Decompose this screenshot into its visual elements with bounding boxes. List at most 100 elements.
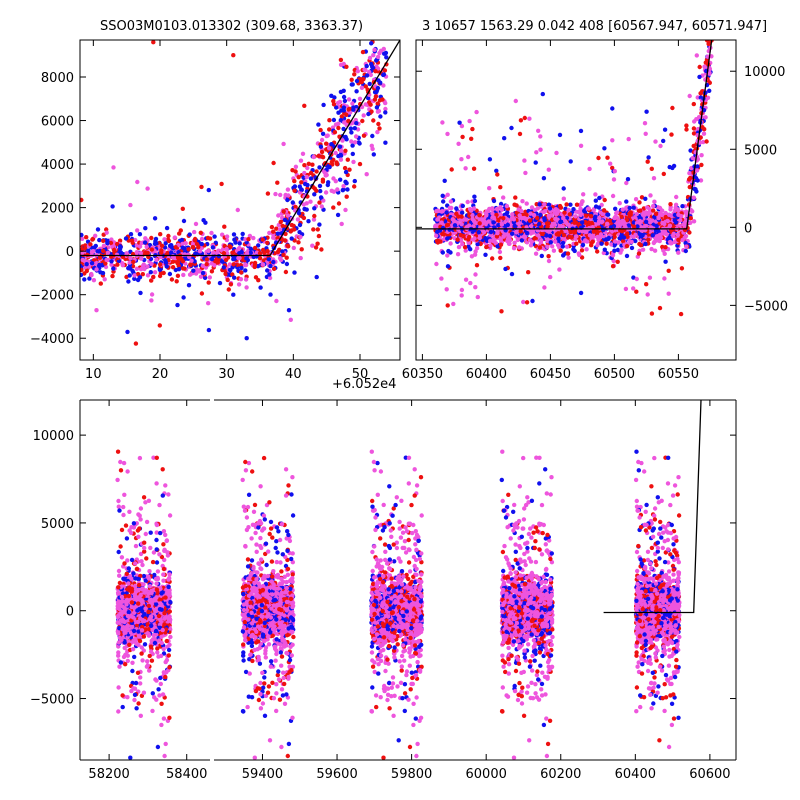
data-point bbox=[694, 53, 699, 58]
data-point bbox=[302, 103, 307, 109]
data-point bbox=[599, 241, 604, 246]
data-point bbox=[97, 255, 103, 260]
data-point bbox=[683, 240, 688, 246]
data-point bbox=[212, 263, 217, 268]
data-point bbox=[109, 262, 114, 267]
data-point bbox=[292, 178, 297, 184]
data-point bbox=[553, 207, 559, 212]
data-point bbox=[239, 270, 244, 275]
data-point bbox=[663, 259, 668, 264]
data-point bbox=[657, 232, 662, 238]
data-point bbox=[697, 64, 702, 70]
data-point bbox=[534, 150, 539, 155]
data-point bbox=[189, 258, 194, 263]
data-point bbox=[187, 272, 193, 277]
data-point bbox=[345, 187, 350, 192]
data-point bbox=[347, 167, 352, 172]
data-point bbox=[283, 269, 289, 275]
data-point bbox=[80, 267, 84, 273]
data-point bbox=[266, 257, 272, 262]
data-point bbox=[653, 139, 658, 144]
y-tick-label: −2000 bbox=[30, 289, 74, 304]
data-point bbox=[598, 232, 604, 237]
data-point bbox=[678, 311, 684, 317]
data-point bbox=[142, 642, 148, 647]
data-point bbox=[517, 221, 522, 227]
data-point bbox=[682, 223, 688, 229]
data-point bbox=[477, 213, 482, 218]
data-point bbox=[654, 238, 659, 243]
data-point bbox=[204, 257, 210, 262]
data-point bbox=[471, 166, 477, 171]
data-point bbox=[494, 212, 499, 218]
data-point bbox=[308, 176, 314, 181]
data-point bbox=[645, 159, 650, 164]
data-point bbox=[604, 241, 609, 246]
data-point bbox=[331, 176, 336, 181]
data-point bbox=[277, 227, 283, 232]
data-point bbox=[483, 252, 488, 257]
data-point bbox=[137, 275, 143, 280]
data-point bbox=[687, 230, 692, 235]
figure-title: SSO03M0103.013302 (309.68, 3363.37) bbox=[100, 19, 363, 34]
data-point bbox=[528, 211, 533, 216]
data-point bbox=[132, 273, 137, 278]
data-point bbox=[166, 653, 171, 658]
data-point bbox=[274, 298, 279, 304]
data-point bbox=[111, 266, 116, 271]
data-point bbox=[163, 741, 168, 747]
data-point bbox=[683, 248, 688, 254]
data-point bbox=[688, 216, 693, 221]
data-point bbox=[119, 527, 125, 533]
data-point bbox=[621, 235, 627, 240]
data-point bbox=[159, 701, 164, 706]
data-point bbox=[207, 275, 212, 280]
data-point bbox=[435, 217, 440, 222]
data-point bbox=[221, 265, 226, 270]
data-point bbox=[477, 221, 482, 226]
data-point bbox=[329, 93, 334, 99]
data-point bbox=[101, 238, 106, 243]
data-point bbox=[163, 483, 168, 488]
data-point bbox=[553, 221, 558, 226]
data-point bbox=[80, 197, 84, 203]
data-point bbox=[352, 140, 358, 145]
data-point bbox=[456, 244, 462, 250]
data-point bbox=[538, 147, 543, 152]
data-point bbox=[134, 250, 139, 255]
data-point bbox=[626, 136, 631, 142]
data-point bbox=[97, 237, 102, 243]
y-tick-label: −4000 bbox=[30, 332, 74, 347]
data-point bbox=[488, 243, 493, 248]
data-point bbox=[316, 153, 321, 159]
data-point bbox=[643, 131, 648, 136]
data-point bbox=[315, 227, 320, 232]
data-point bbox=[271, 259, 276, 265]
data-point bbox=[317, 222, 322, 227]
data-point bbox=[523, 216, 528, 221]
data-point bbox=[538, 212, 543, 218]
data-point bbox=[376, 121, 381, 127]
data-point bbox=[215, 260, 220, 265]
data-point bbox=[275, 180, 280, 185]
data-point bbox=[180, 206, 185, 211]
data-point bbox=[93, 233, 98, 238]
data-point bbox=[667, 223, 673, 228]
data-point bbox=[256, 278, 261, 283]
data-point bbox=[304, 207, 309, 212]
data-point bbox=[634, 211, 639, 217]
data-point bbox=[103, 264, 109, 270]
data-point bbox=[137, 232, 143, 237]
data-point bbox=[707, 70, 712, 76]
data-point bbox=[163, 260, 169, 265]
data-point bbox=[327, 127, 332, 132]
data-point bbox=[578, 128, 584, 134]
data-point bbox=[344, 64, 349, 70]
data-point bbox=[135, 179, 140, 185]
data-point bbox=[292, 270, 297, 275]
data-point bbox=[198, 230, 203, 235]
data-point bbox=[84, 268, 90, 274]
data-point bbox=[644, 109, 649, 114]
data-point bbox=[149, 247, 155, 252]
